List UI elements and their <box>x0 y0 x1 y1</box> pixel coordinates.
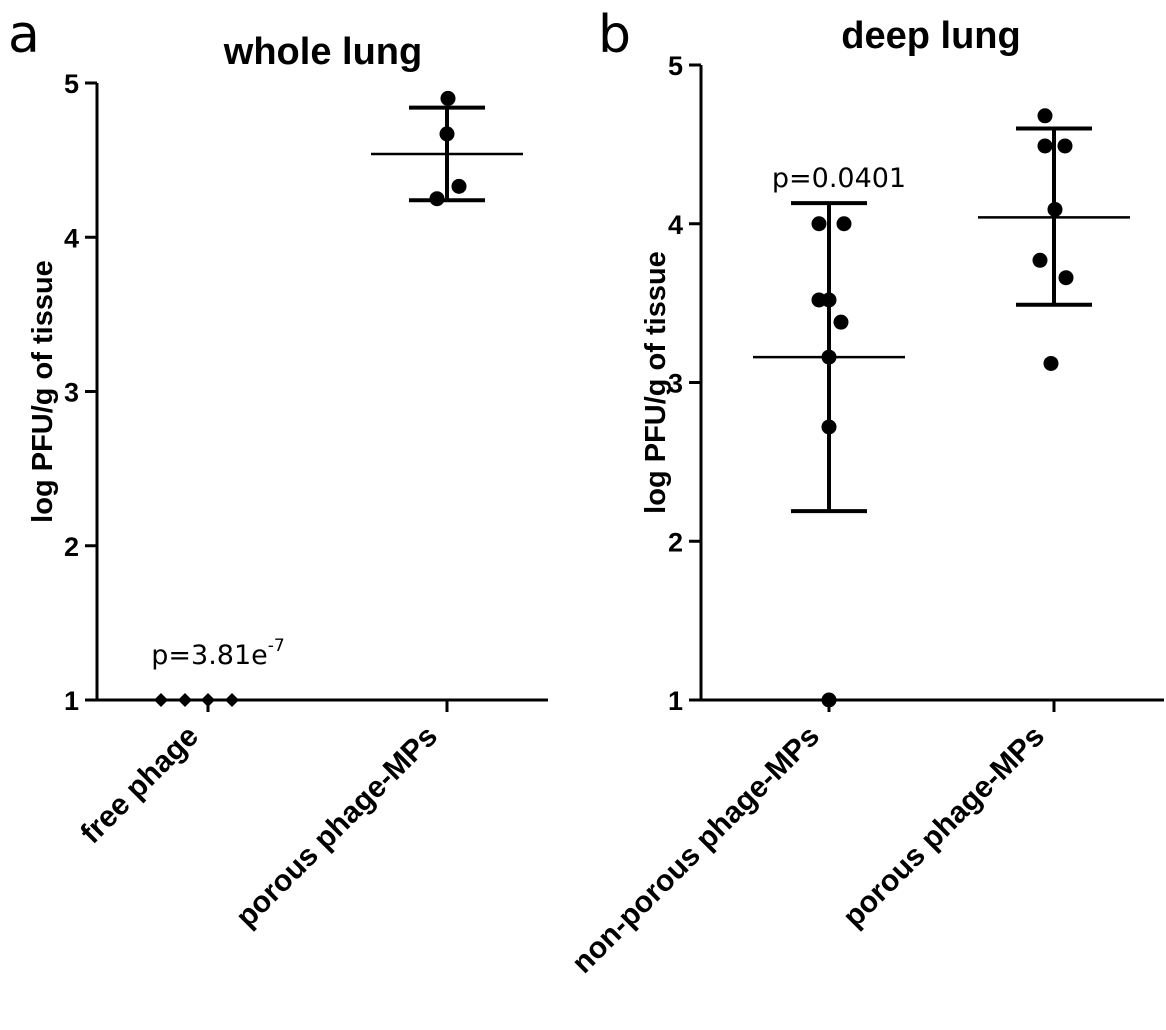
data-point <box>821 419 837 435</box>
group-free-phage: p=3.81e-7 <box>151 636 285 707</box>
data-point <box>154 693 168 707</box>
panel-letter: b <box>598 5 631 65</box>
y-tick-label: 1 <box>668 686 683 716</box>
data-point <box>821 349 837 365</box>
y-tick-label: 5 <box>64 69 79 99</box>
x-category-label: non-porous phage-MPs <box>566 720 826 980</box>
x-category-label: porous phage-MPs <box>230 720 444 934</box>
data-point <box>811 216 827 232</box>
data-point <box>1047 201 1063 217</box>
y-tick-label: 3 <box>64 378 79 408</box>
y-tick-label: 2 <box>668 527 683 557</box>
data-point <box>836 216 852 232</box>
data-point <box>429 191 445 207</box>
data-point <box>1037 138 1053 154</box>
data-point <box>1043 355 1059 371</box>
group-non-porous-phage-mps: p=0.0401 <box>753 163 906 708</box>
x-category-label: free phage <box>74 720 205 851</box>
group-porous-phage-mps <box>978 108 1130 371</box>
y-tick-label: 4 <box>668 210 683 240</box>
y-tick-label: 3 <box>668 369 683 399</box>
y-tick-label: 1 <box>64 686 79 716</box>
y-axis-label: log PFU/g of tissue <box>640 251 672 514</box>
data-point <box>225 693 239 707</box>
y-axis-label: log PFU/g of tissue <box>27 260 59 523</box>
data-point <box>1057 138 1073 154</box>
data-point <box>1058 270 1074 286</box>
p-value-annotation: p=0.0401 <box>772 163 906 194</box>
data-point <box>821 292 837 308</box>
data-point <box>1032 252 1048 268</box>
group-porous-phage-mps <box>371 90 523 207</box>
y-tick-label: 5 <box>668 51 683 81</box>
p-value-annotation: p=3.81e-7 <box>151 636 284 671</box>
panel-title: whole lung <box>223 31 422 73</box>
data-point <box>1037 108 1053 124</box>
data-point <box>451 178 467 194</box>
data-point <box>439 126 455 142</box>
panel-title: deep lung <box>841 15 1020 57</box>
x-category-label: porous phage-MPs <box>837 720 1051 934</box>
data-point <box>833 314 849 330</box>
data-point <box>178 693 192 707</box>
data-point <box>201 693 215 707</box>
panel-letter: a <box>8 5 40 65</box>
y-tick-label: 2 <box>64 532 79 562</box>
panel-a: a whole lung log PFU/g of tissue 1 2 3 4 5 free … <box>8 5 548 934</box>
data-point <box>440 90 456 106</box>
panel-b: b deep lung log PFU/g of tissue 1 2 3 4 5 non-po… <box>566 5 1164 980</box>
y-tick-label: 4 <box>64 223 79 253</box>
data-point <box>821 692 837 708</box>
